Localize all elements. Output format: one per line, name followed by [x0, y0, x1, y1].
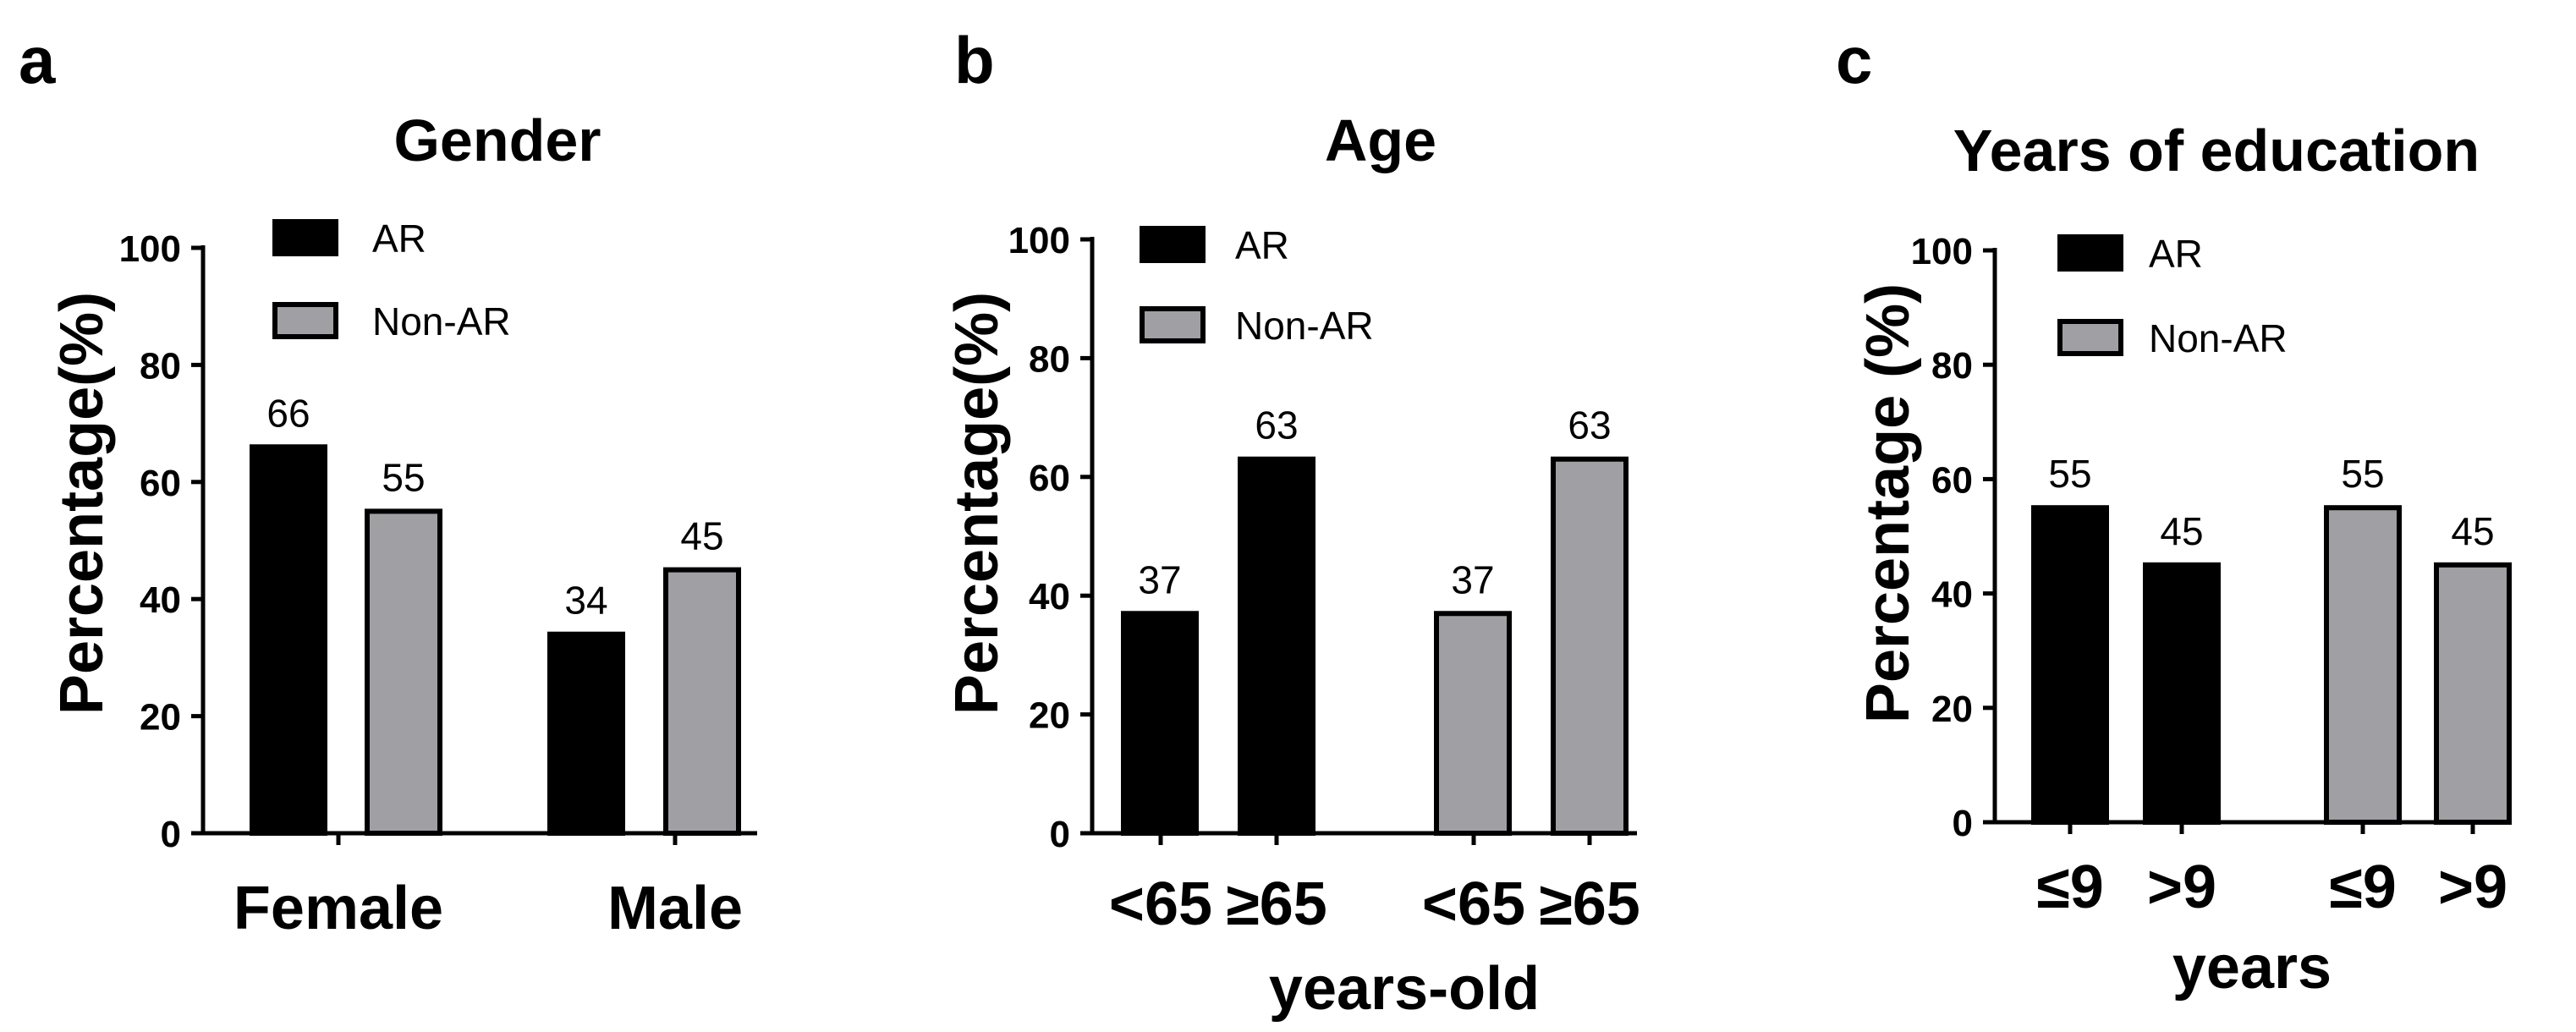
bar-ar-1 — [2031, 505, 2109, 825]
data-label: 66 — [266, 391, 310, 435]
x-axis-label: years — [2172, 934, 2332, 1002]
chart-title: Age — [1325, 107, 1436, 173]
data-label: 63 — [1568, 403, 1611, 447]
data-label: 34 — [564, 579, 607, 623]
bar-ar-2 — [2143, 562, 2221, 825]
y-tick-label: 80 — [1029, 338, 1070, 380]
bar-non-ar-4 — [663, 567, 741, 836]
bar-ar-1 — [250, 444, 327, 837]
y-tick-label: 0 — [1050, 814, 1070, 855]
panel-letter: c — [1836, 23, 1872, 97]
category-label: ≥65 — [1226, 870, 1327, 938]
y-axis-label: Percentage(%) — [48, 292, 116, 715]
panel-letter: b — [954, 23, 995, 97]
y-tick-label: 40 — [140, 579, 181, 621]
y-tick-label: 20 — [1029, 695, 1070, 737]
legend-swatch-ar — [2057, 234, 2123, 272]
legend-swatch-non-ar — [272, 302, 338, 339]
category-label: <65 — [1422, 870, 1525, 938]
bar-non-ar-4 — [1551, 456, 1629, 836]
data-label: 55 — [2341, 452, 2384, 496]
y-tick-label: 20 — [140, 697, 181, 738]
legend-swatch-non-ar — [1140, 306, 1206, 343]
category-label: Male — [607, 875, 743, 942]
bar-ar-1 — [1121, 611, 1199, 836]
legend-swatch-ar — [272, 219, 338, 256]
chart-title: Years of education — [1953, 118, 2480, 184]
y-tick-label: 0 — [1953, 803, 1973, 844]
y-tick-label: 0 — [161, 814, 181, 855]
bar-non-ar-2 — [365, 508, 442, 837]
data-label: 45 — [680, 514, 723, 558]
bar-ar-3 — [547, 631, 625, 836]
legend-swatch-ar — [1140, 226, 1206, 263]
category-label: ≤9 — [2036, 854, 2104, 921]
x-axis-label: years-old — [1269, 955, 1540, 1023]
panel-b: b Age Percentage(%) 37 63 37 63 0 20 40 60 80 100 <65… — [943, 23, 1640, 1023]
category-label: ≤9 — [2329, 854, 2397, 921]
legend-label: Non-AR — [372, 299, 511, 343]
bar-ar-2 — [1238, 456, 1315, 836]
y-tick-label: 80 — [1931, 345, 1973, 387]
category-label: >9 — [2147, 854, 2216, 921]
bar-non-ar-3 — [2324, 505, 2402, 825]
y-tick-label: 100 — [119, 228, 181, 270]
legend-label: Non-AR — [1235, 304, 1374, 348]
chart-title: Gender — [393, 107, 601, 173]
y-tick-label: 100 — [1911, 231, 1973, 272]
legend-label: AR — [1235, 223, 1289, 267]
y-tick-label: 60 — [1029, 458, 1070, 499]
y-tick-label: 40 — [1931, 574, 1973, 616]
category-label: <65 — [1109, 870, 1212, 938]
data-label: 55 — [382, 455, 425, 499]
category-label: >9 — [2438, 854, 2507, 921]
legend-swatch-non-ar — [2057, 319, 2123, 356]
data-label: 45 — [2451, 509, 2494, 553]
data-label: 37 — [1138, 557, 1181, 601]
category-label: ≥65 — [1539, 870, 1640, 938]
legend-label: AR — [2149, 232, 2203, 276]
panel-a: a Gender Percentage(%) 66 55 34 45 0 20 40 60 80 100… — [19, 23, 757, 942]
panel-letter: a — [19, 23, 56, 97]
legend-label: Non-AR — [2149, 316, 2288, 360]
y-tick-label: 60 — [140, 463, 181, 504]
y-tick-label: 80 — [140, 345, 181, 387]
data-label: 63 — [1255, 403, 1298, 447]
bar-non-ar-3 — [1434, 611, 1512, 836]
data-label: 45 — [2160, 509, 2203, 553]
data-label: 55 — [2048, 452, 2091, 496]
y-tick-label: 20 — [1931, 689, 1973, 730]
data-label: 37 — [1451, 557, 1494, 601]
y-tick-label: 60 — [1931, 459, 1973, 501]
y-axis-label: Percentage (%) — [1854, 283, 1922, 723]
y-tick-label: 100 — [1008, 220, 1070, 261]
category-label: Female — [233, 875, 443, 942]
bar-non-ar-4 — [2434, 562, 2512, 825]
y-axis-label: Percentage(%) — [943, 292, 1011, 715]
legend-label: AR — [372, 217, 426, 261]
y-tick-label: 40 — [1029, 576, 1070, 618]
panel-c: c Years of education Percentage (%) 55 45 55 4… — [1836, 23, 2512, 1002]
